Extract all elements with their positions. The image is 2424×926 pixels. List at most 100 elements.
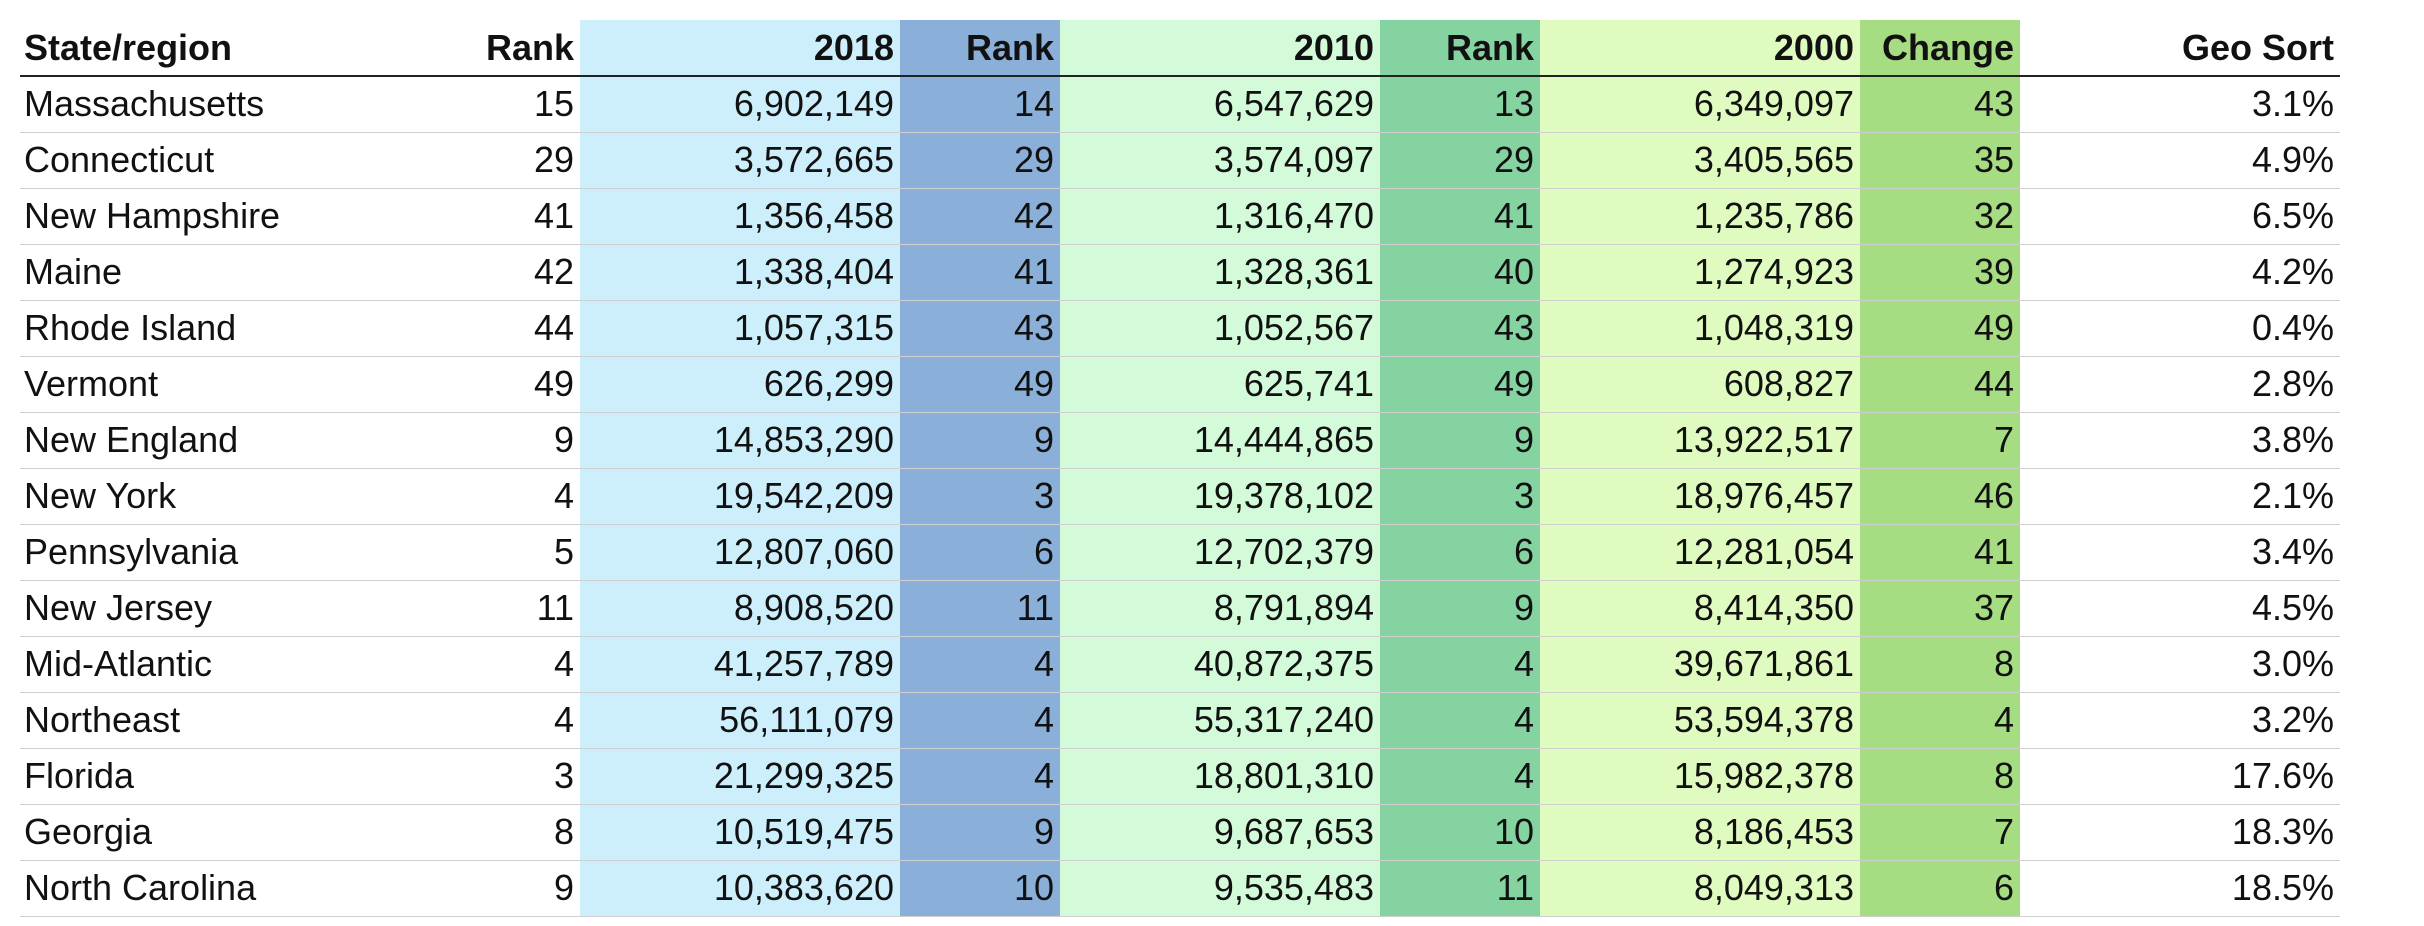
cell-change[interactable]: 7 (1860, 412, 2020, 469)
cell-geo-sort[interactable]: 18.5% (2020, 860, 2340, 917)
cell-change[interactable]: 49 (1860, 300, 2020, 357)
cell-geo-sort[interactable]: 17.6% (2020, 748, 2340, 805)
header-rank-2010[interactable]: Rank (900, 20, 1060, 77)
cell-pop-2010[interactable]: 8,791,894 (1060, 580, 1380, 637)
cell-state-region[interactable]: New England (20, 412, 390, 469)
cell-rank-2018[interactable]: 9 (390, 412, 580, 469)
cell-rank-2010[interactable]: 4 (900, 692, 1060, 749)
cell-geo-sort[interactable]: 3.2% (2020, 692, 2340, 749)
table-row[interactable]: Massachusetts 15 6,902,149 14 6,547,629 13 6,3… (20, 76, 2340, 133)
cell-rank-2000[interactable]: 4 (1380, 636, 1540, 693)
cell-rank-2018[interactable]: 41 (390, 188, 580, 245)
cell-rank-2018[interactable]: 3 (390, 748, 580, 805)
table-row[interactable]: Vermont 49 626,299 49 625,741 49 608,827 44 2.8% (20, 356, 2340, 413)
cell-change[interactable]: 44 (1860, 356, 2020, 413)
cell-rank-2010[interactable]: 9 (900, 412, 1060, 469)
cell-rank-2010[interactable]: 41 (900, 244, 1060, 301)
cell-pop-2018[interactable]: 10,383,620 (580, 860, 900, 917)
cell-pop-2018[interactable]: 1,057,315 (580, 300, 900, 357)
header-rank-2018[interactable]: Rank (390, 20, 580, 77)
cell-state-region[interactable]: Florida (20, 748, 390, 805)
cell-geo-sort[interactable]: 3.0% (2020, 636, 2340, 693)
cell-pop-2000[interactable]: 13,922,517 (1540, 412, 1860, 469)
cell-state-region[interactable]: Mid-Atlantic (20, 636, 390, 693)
header-rank-2000[interactable]: Rank (1380, 20, 1540, 77)
cell-pop-2018[interactable]: 19,542,209 (580, 468, 900, 525)
cell-pop-2010[interactable]: 14,444,865 (1060, 412, 1380, 469)
cell-rank-2000[interactable]: 4 (1380, 692, 1540, 749)
cell-pop-2000[interactable]: 608,827 (1540, 356, 1860, 413)
cell-pop-2010[interactable]: 3,574,097 (1060, 132, 1380, 189)
cell-pop-2010[interactable]: 9,535,483 (1060, 860, 1380, 917)
header-pop-2010[interactable]: 2010 (1060, 20, 1380, 77)
cell-rank-2000[interactable]: 4 (1380, 748, 1540, 805)
cell-pop-2000[interactable]: 12,281,054 (1540, 524, 1860, 581)
table-row[interactable]: Pennsylvania 5 12,807,060 6 12,702,379 6 12,28… (20, 524, 2340, 581)
cell-rank-2018[interactable]: 4 (390, 468, 580, 525)
cell-pop-2018[interactable]: 12,807,060 (580, 524, 900, 581)
table-row[interactable]: New Jersey 11 8,908,520 11 8,791,894 9 8,414,3… (20, 580, 2340, 637)
cell-rank-2010[interactable]: 10 (900, 860, 1060, 917)
cell-rank-2018[interactable]: 11 (390, 580, 580, 637)
cell-pop-2018[interactable]: 6,902,149 (580, 76, 900, 133)
cell-rank-2010[interactable]: 6 (900, 524, 1060, 581)
table-row[interactable]: Georgia 8 10,519,475 9 9,687,653 10 8,186,453 7… (20, 804, 2340, 861)
cell-pop-2010[interactable]: 55,317,240 (1060, 692, 1380, 749)
table-row[interactable]: New England 9 14,853,290 9 14,444,865 9 13,922… (20, 412, 2340, 469)
cell-rank-2000[interactable]: 49 (1380, 356, 1540, 413)
cell-rank-2018[interactable]: 9 (390, 860, 580, 917)
table-row[interactable]: Maine 42 1,338,404 41 1,328,361 40 1,274,923 39… (20, 244, 2340, 301)
cell-change[interactable]: 6 (1860, 860, 2020, 917)
cell-change[interactable]: 39 (1860, 244, 2020, 301)
cell-rank-2018[interactable]: 5 (390, 524, 580, 581)
cell-change[interactable]: 37 (1860, 580, 2020, 637)
cell-rank-2000[interactable]: 43 (1380, 300, 1540, 357)
cell-pop-2010[interactable]: 12,702,379 (1060, 524, 1380, 581)
cell-pop-2000[interactable]: 39,671,861 (1540, 636, 1860, 693)
cell-rank-2000[interactable]: 13 (1380, 76, 1540, 133)
cell-rank-2010[interactable]: 4 (900, 748, 1060, 805)
cell-pop-2000[interactable]: 1,274,923 (1540, 244, 1860, 301)
cell-geo-sort[interactable]: 0.4% (2020, 300, 2340, 357)
table-row[interactable]: Connecticut 29 3,572,665 29 3,574,097 29 3,405… (20, 132, 2340, 189)
cell-pop-2018[interactable]: 626,299 (580, 356, 900, 413)
cell-state-region[interactable]: North Carolina (20, 860, 390, 917)
cell-rank-2018[interactable]: 49 (390, 356, 580, 413)
cell-rank-2000[interactable]: 41 (1380, 188, 1540, 245)
cell-state-region[interactable]: New Hampshire (20, 188, 390, 245)
cell-change[interactable]: 8 (1860, 748, 2020, 805)
cell-state-region[interactable]: Northeast (20, 692, 390, 749)
header-pop-2018[interactable]: 2018 (580, 20, 900, 77)
cell-change[interactable]: 35 (1860, 132, 2020, 189)
cell-state-region[interactable]: Massachusetts (20, 76, 390, 133)
cell-change[interactable]: 46 (1860, 468, 2020, 525)
header-state-region[interactable]: State/region (20, 20, 390, 77)
cell-rank-2018[interactable]: 4 (390, 692, 580, 749)
cell-rank-2000[interactable]: 6 (1380, 524, 1540, 581)
cell-pop-2010[interactable]: 6,547,629 (1060, 76, 1380, 133)
cell-pop-2000[interactable]: 53,594,378 (1540, 692, 1860, 749)
cell-change[interactable]: 8 (1860, 636, 2020, 693)
cell-rank-2018[interactable]: 8 (390, 804, 580, 861)
cell-rank-2000[interactable]: 9 (1380, 412, 1540, 469)
cell-rank-2010[interactable]: 14 (900, 76, 1060, 133)
cell-geo-sort[interactable]: 3.8% (2020, 412, 2340, 469)
cell-rank-2000[interactable]: 11 (1380, 860, 1540, 917)
cell-rank-2010[interactable]: 43 (900, 300, 1060, 357)
cell-state-region[interactable]: Connecticut (20, 132, 390, 189)
cell-rank-2018[interactable]: 4 (390, 636, 580, 693)
cell-rank-2000[interactable]: 29 (1380, 132, 1540, 189)
cell-geo-sort[interactable]: 3.4% (2020, 524, 2340, 581)
cell-rank-2010[interactable]: 3 (900, 468, 1060, 525)
cell-change[interactable]: 7 (1860, 804, 2020, 861)
cell-geo-sort[interactable]: 2.1% (2020, 468, 2340, 525)
cell-pop-2018[interactable]: 41,257,789 (580, 636, 900, 693)
cell-pop-2018[interactable]: 10,519,475 (580, 804, 900, 861)
cell-rank-2018[interactable]: 15 (390, 76, 580, 133)
cell-pop-2010[interactable]: 1,052,567 (1060, 300, 1380, 357)
header-geo-sort[interactable]: Geo Sort (2020, 20, 2340, 77)
cell-change[interactable]: 43 (1860, 76, 2020, 133)
cell-rank-2000[interactable]: 9 (1380, 580, 1540, 637)
cell-rank-2010[interactable]: 29 (900, 132, 1060, 189)
cell-geo-sort[interactable]: 4.5% (2020, 580, 2340, 637)
